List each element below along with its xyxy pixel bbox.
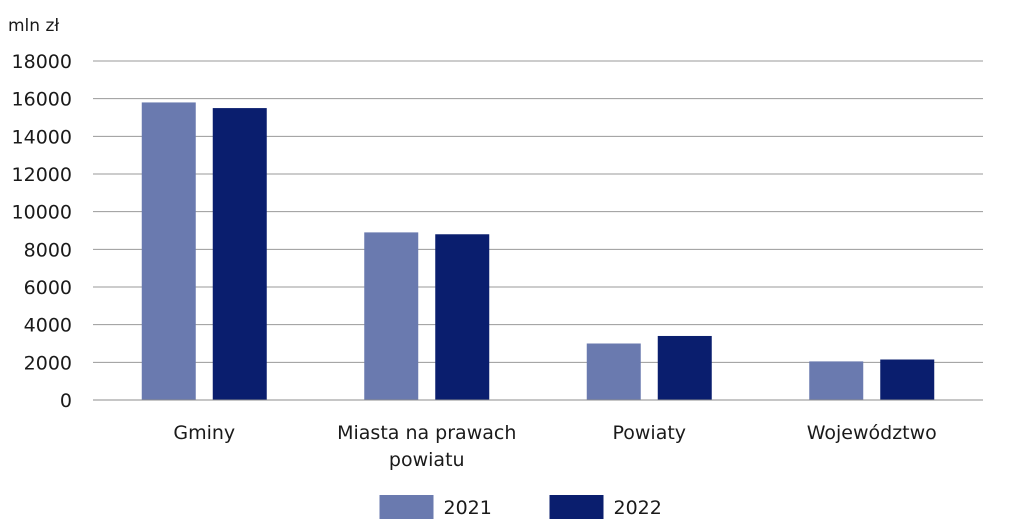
- x-category-label-line: Gminy: [173, 422, 235, 444]
- legend-swatch-2022: [549, 495, 604, 519]
- x-category-label-line: Miasta na prawach: [337, 422, 516, 444]
- bar-2021-3: [809, 361, 864, 400]
- y-tick-label: 12000: [12, 164, 72, 186]
- y-axis-unit-label: mln zł: [8, 16, 59, 36]
- y-tick-label: 8000: [24, 239, 72, 261]
- legend: 2021 2022: [379, 495, 662, 519]
- y-tick-label: 0: [60, 390, 72, 412]
- legend-swatch-2021: [379, 495, 434, 519]
- x-category-label: Powiaty: [612, 422, 686, 444]
- x-category-label-line: Województwo: [807, 422, 937, 444]
- bar-2022-1: [435, 234, 490, 400]
- x-category-label-line: powiatu: [389, 449, 465, 471]
- bar-2021-0: [141, 102, 196, 400]
- bar-2022-0: [212, 108, 267, 400]
- y-tick-label: 4000: [24, 315, 72, 337]
- x-category-label: Gminy: [173, 422, 235, 444]
- bars: [141, 102, 935, 400]
- y-tick-label: 16000: [12, 89, 72, 111]
- y-tick-label: 14000: [12, 126, 72, 148]
- legend-label-2022: 2022: [614, 497, 662, 519]
- bar-2022-2: [657, 335, 712, 400]
- y-tick-label: 10000: [12, 202, 72, 224]
- y-tick-label: 18000: [12, 51, 72, 73]
- legend-label-2021: 2021: [444, 497, 492, 519]
- x-category-label: Miasta na prawach powiatu: [337, 422, 516, 471]
- y-tick-label: 6000: [24, 277, 72, 299]
- bar-2021-2: [586, 343, 641, 400]
- labels: mln zł 0 2000 4000 6000 8000 10000 12000 14000 16…: [8, 16, 937, 471]
- bar-2022-3: [880, 359, 935, 400]
- bar-2021-1: [364, 232, 419, 400]
- y-tick-label: 2000: [24, 352, 72, 374]
- x-category-label-line: Powiaty: [612, 422, 686, 444]
- x-category-label: Województwo: [807, 422, 937, 444]
